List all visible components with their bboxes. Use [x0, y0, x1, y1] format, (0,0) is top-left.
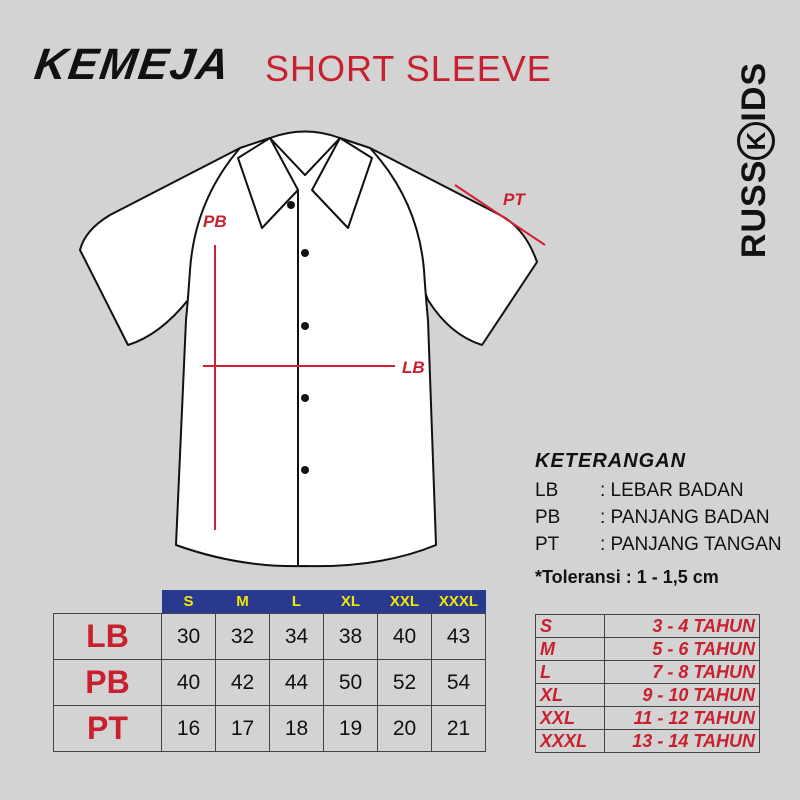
table-cell: 17 [215, 705, 270, 752]
button [287, 201, 295, 209]
size-cell: XXL [535, 706, 605, 730]
legend-item: PT : PANJANG TANGAN [535, 534, 782, 556]
size-header-row: S M L XL XXL XXXL [54, 590, 486, 614]
table-row: LB 30 32 34 38 40 43 [53, 613, 486, 660]
table-cell: 43 [431, 613, 486, 660]
button [301, 249, 309, 257]
row-label: LB [53, 613, 162, 660]
pt-measure-line [454, 184, 546, 246]
column-header: M [215, 590, 270, 614]
table-cell: 38 [323, 613, 378, 660]
shirt-collar-band [269, 130, 341, 176]
column-header: XL [323, 590, 378, 614]
size-cell: S [535, 614, 605, 638]
age-cell: 9 - 10 TAHUN [604, 683, 760, 707]
table-cell: 19 [323, 705, 378, 752]
pb-label: PB [203, 212, 227, 231]
size-cell: L [535, 660, 605, 684]
button [301, 466, 309, 474]
table-cell: 32 [215, 613, 270, 660]
page-subtitle: SHORT SLEEVE [265, 48, 552, 89]
age-cell: 5 - 6 TAHUN [604, 637, 760, 661]
shirt-collar-left [237, 137, 299, 229]
table-cell: 40 [161, 659, 216, 706]
legend-key: LB [535, 480, 559, 501]
column-header: XXXL [431, 590, 486, 614]
size-table: S M L XL XXL XXXL LB 30 32 34 38 40 43 PB 40 42 44… [53, 590, 486, 752]
legend-value: : PANJANG TANGAN [600, 534, 782, 555]
table-cell: 18 [269, 705, 324, 752]
lb-label: LB [402, 358, 425, 377]
table-cell: 52 [377, 659, 432, 706]
table-row: XL 9 - 10 TAHUN [535, 683, 760, 707]
table-row: PB 40 42 44 50 52 54 [53, 659, 486, 706]
shirt-body [175, 137, 437, 568]
row-label: PT [53, 705, 162, 752]
column-header: L [269, 590, 324, 614]
table-cell: 21 [431, 705, 486, 752]
table-cell: 16 [161, 705, 216, 752]
age-cell: 3 - 4 TAHUN [604, 614, 760, 638]
shirt-collar-right [311, 137, 373, 229]
table-cell: 54 [431, 659, 486, 706]
row-label: PB [53, 659, 162, 706]
button [301, 322, 309, 330]
button [301, 394, 309, 402]
blank-cell [54, 590, 162, 614]
size-cell: XL [535, 683, 605, 707]
table-cell: 20 [377, 705, 432, 752]
legend-value: : LEBAR BADAN [600, 480, 744, 501]
table-cell: 42 [215, 659, 270, 706]
table-cell: 40 [377, 613, 432, 660]
shirt-left-sleeve [79, 147, 241, 346]
table-row: XXL 11 - 12 TAHUN [535, 706, 760, 730]
legend-key: PB [535, 507, 561, 528]
legend-value: : PANJANG BADAN [600, 507, 770, 528]
legend-item: LB : LEBAR BADAN [535, 480, 744, 502]
age-cell: 7 - 8 TAHUN [604, 660, 760, 684]
table-cell: 30 [161, 613, 216, 660]
table-cell: 50 [323, 659, 378, 706]
age-cell: 11 - 12 TAHUN [604, 706, 760, 730]
table-cell: 34 [269, 613, 324, 660]
tolerance-note: *Toleransi : 1 - 1,5 cm [535, 567, 719, 587]
column-header: S [161, 590, 216, 614]
table-row: PT 16 17 18 19 20 21 [53, 705, 486, 752]
legend-title: KETERANGAN [535, 450, 687, 472]
legend-item: PB : PANJANG BADAN [535, 507, 770, 529]
size-cell: XXXL [535, 729, 605, 753]
table-row: XXXL 13 - 14 TAHUN [535, 729, 760, 753]
size-cell: M [535, 637, 605, 661]
pt-label: PT [503, 190, 525, 209]
age-cell: 13 - 14 TAHUN [604, 729, 760, 753]
table-cell: 44 [269, 659, 324, 706]
column-header: XXL [377, 590, 432, 614]
legend-key: PT [535, 534, 560, 555]
